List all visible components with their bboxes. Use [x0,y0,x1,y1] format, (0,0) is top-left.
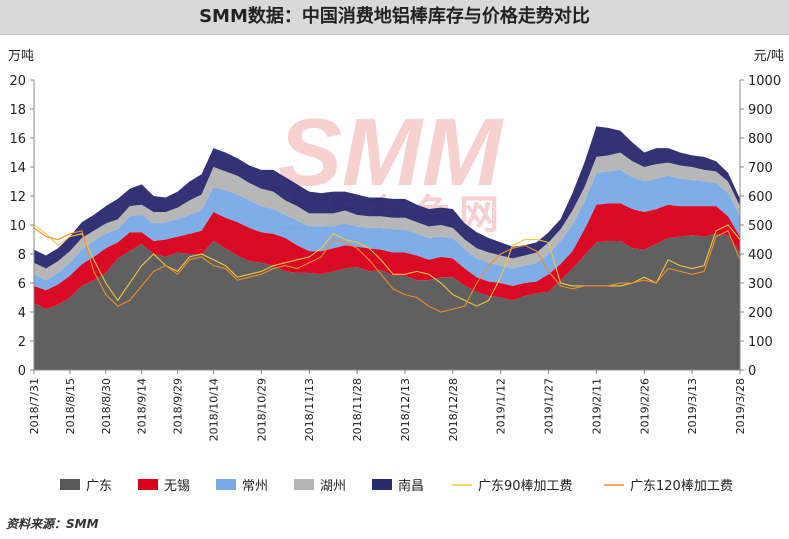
y-left-tick-label: 12 [9,190,26,205]
legend-label-2: 常州 [242,479,268,494]
stacked-areas [34,126,740,370]
x-tick-label: 2018/12/28 [447,378,460,441]
source-note: 资料来源：SMM [6,517,99,531]
legend: 广东 无锡 常州 湖州 南昌 广东90棒加工费 广东120棒加工费 [60,478,733,494]
x-tick-label: 2019/3/28 [734,378,747,434]
x-tick-label: 2019/1/27 [543,378,556,434]
y-right-tick-label: 600 [748,190,773,205]
y-right-tick-label: 700 [748,161,773,176]
y-left-tick-label: 2 [18,335,26,350]
x-tick-label: 2019/2/11 [590,378,603,434]
y-left-tick-label: 10 [9,219,26,234]
legend-swatch-3 [294,479,314,490]
x-tick-label: 2018/9/14 [136,378,149,434]
axes: 万吨 元/吨02468101214161820010020030040050060… [8,49,784,441]
y-right-tick-label: 500 [748,219,773,234]
area-series-0 [34,233,740,370]
x-tick-label: 2018/8/15 [64,378,77,434]
chart-title: SMM数据：中国消费地铝棒库存与价格走势对比 [199,6,590,27]
y-right-tick-label: 0 [748,364,756,379]
legend-label-0: 广东 [86,479,112,494]
y-right-tick-label: 900 [748,103,773,118]
legend-swatch-0 [60,479,80,490]
y-left-tick-label: 14 [9,161,26,176]
y-left-tick-label: 18 [9,103,26,118]
y-left-tick-label: 16 [9,132,26,147]
legend-swatch-4 [372,479,392,490]
y-right-tick-label: 200 [748,306,773,321]
title-bar: SMM数据：中国消费地铝棒库存与价格走势对比 [0,0,789,35]
y-left-tick-label: 6 [18,277,26,292]
legend-label-3: 湖州 [320,479,346,494]
y-left-tick-label: 4 [18,306,26,321]
y-left-tick-label: 8 [18,248,26,263]
y-right-tick-label: 800 [748,132,773,147]
watermark-main: SMM [278,99,504,206]
legend-label-6: 广东120棒加工费 [630,479,733,494]
y-right-tick-label: 100 [748,335,773,350]
y-right-tick-label: 400 [748,248,773,263]
fee-lines [33,224,741,313]
y-left-tick-label: 0 [18,364,26,379]
line-series-5 [33,224,741,307]
area-series-3 [34,152,740,281]
y-right-tick-label: 300 [748,277,773,292]
x-tick-label: 2018/10/29 [255,378,268,441]
legend-label-5: 广东90棒加工费 [478,479,573,494]
y-left-unit: 万吨 [8,49,34,64]
x-tick-label: 2019/3/13 [686,378,699,434]
y-left-tick-label: 20 [9,74,26,89]
x-tick-label: 2018/11/28 [351,378,364,441]
x-tick-label: 2018/9/29 [172,378,185,434]
y-right-tick-label: 1000 [748,74,781,89]
legend-label-4: 南昌 [398,478,424,494]
x-tick-label: 2018/12/13 [399,378,412,441]
x-tick-label: 2019/1/12 [495,378,508,434]
x-tick-label: 2018/10/14 [207,378,220,441]
legend-swatch-2 [216,479,236,490]
y-right-unit: 元/吨 [754,49,784,64]
x-tick-label: 2018/11/13 [303,378,316,441]
area-series-2 [34,169,740,291]
area-series-1 [34,203,740,310]
line-series-6 [33,227,741,313]
legend-label-1: 无锡 [164,479,190,494]
x-tick-label: 2018/7/31 [28,378,41,434]
area-series-4 [34,126,740,269]
x-tick-label: 2018/8/30 [100,378,113,434]
legend-swatch-1 [138,479,158,490]
x-tick-label: 2019/2/26 [638,378,651,434]
